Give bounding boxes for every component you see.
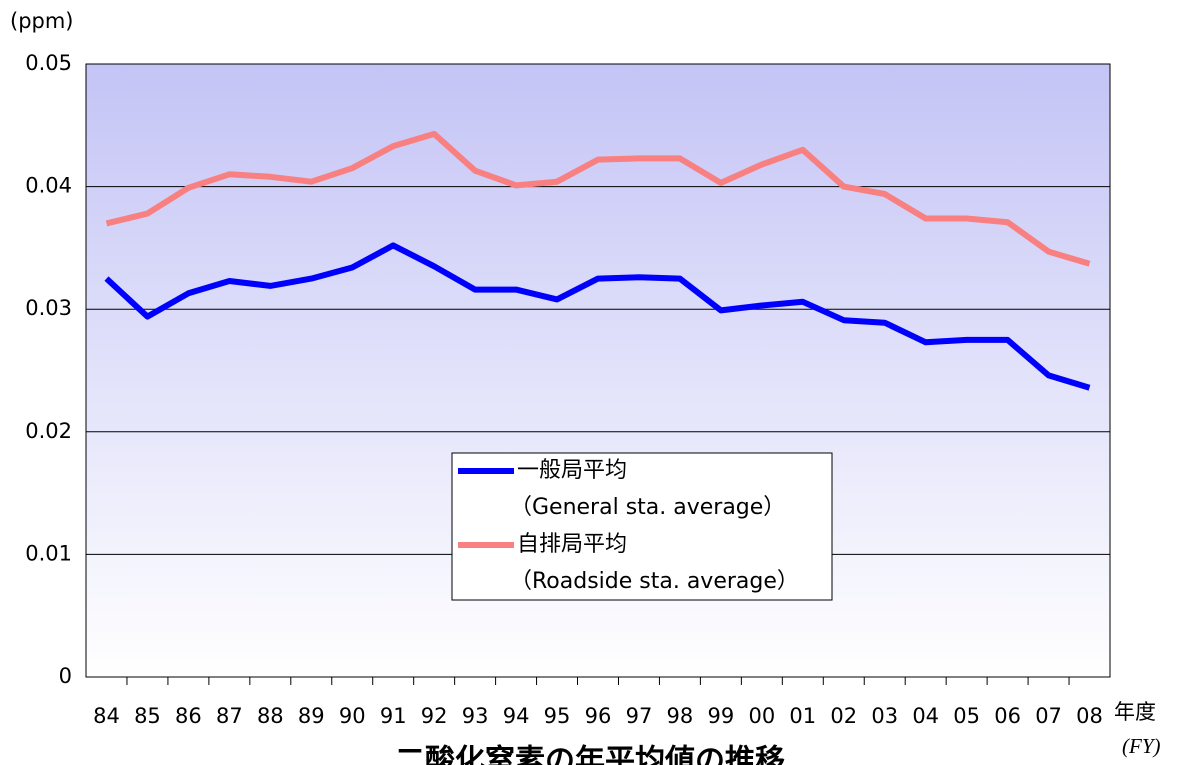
legend-label: 一般局平均 [517, 458, 627, 483]
x-tick-label: 08 [1076, 704, 1103, 728]
x-tick-label: 98 [667, 704, 694, 728]
series-line [105, 130, 1091, 267]
chart-title: 二酸化窒素の年平均値の推移 [395, 744, 785, 765]
x-tick-label: 89 [298, 704, 325, 728]
x-tick-label: 06 [994, 704, 1021, 728]
y-tick-label: 0.04 [25, 174, 72, 198]
x-tick-label: 85 [134, 704, 161, 728]
y-tick-label: 0.02 [25, 419, 72, 443]
y-axis-label: (ppm) [10, 9, 74, 33]
x-tick-label: 04 [912, 704, 939, 728]
x-tick-label: 95 [544, 704, 571, 728]
x-tick-label: 03 [871, 704, 898, 728]
x-tick-label: 84 [93, 704, 120, 728]
y-tick-label: 0.01 [25, 541, 72, 565]
x-tick-label: 02 [830, 704, 857, 728]
x-tick-label: 92 [421, 704, 448, 728]
x-tick-label: 94 [503, 704, 530, 728]
x-tick-label: 91 [380, 704, 407, 728]
legend-sublabel: （General sta. average） [510, 495, 785, 520]
y-tick-label: 0.03 [25, 296, 72, 320]
x-tick-label: 88 [257, 704, 284, 728]
series-line [104, 242, 1091, 391]
y-tick-label: 0.05 [25, 51, 72, 75]
x-tick-label: 05 [953, 704, 980, 728]
x-tick-label: 07 [1035, 704, 1062, 728]
legend-label: 自排局平均 [517, 532, 627, 557]
x-tick-label: 99 [708, 704, 735, 728]
x-tick-label: 96 [585, 704, 612, 728]
x-axis-label-en: (FY) [1122, 734, 1161, 758]
x-tick-label: 01 [789, 704, 816, 728]
x-axis-label: 年度 [1114, 700, 1156, 724]
y-tick-label: 0 [59, 664, 72, 688]
legend-box [451, 452, 833, 601]
x-tick-label: 97 [626, 704, 653, 728]
x-tick-label: 90 [339, 704, 366, 728]
x-tick-label: 00 [748, 704, 775, 728]
x-tick-label: 86 [175, 704, 202, 728]
x-tick-label: 87 [216, 704, 243, 728]
x-tick-label: 93 [462, 704, 489, 728]
legend-sublabel: （Roadside sta. average） [510, 569, 799, 594]
